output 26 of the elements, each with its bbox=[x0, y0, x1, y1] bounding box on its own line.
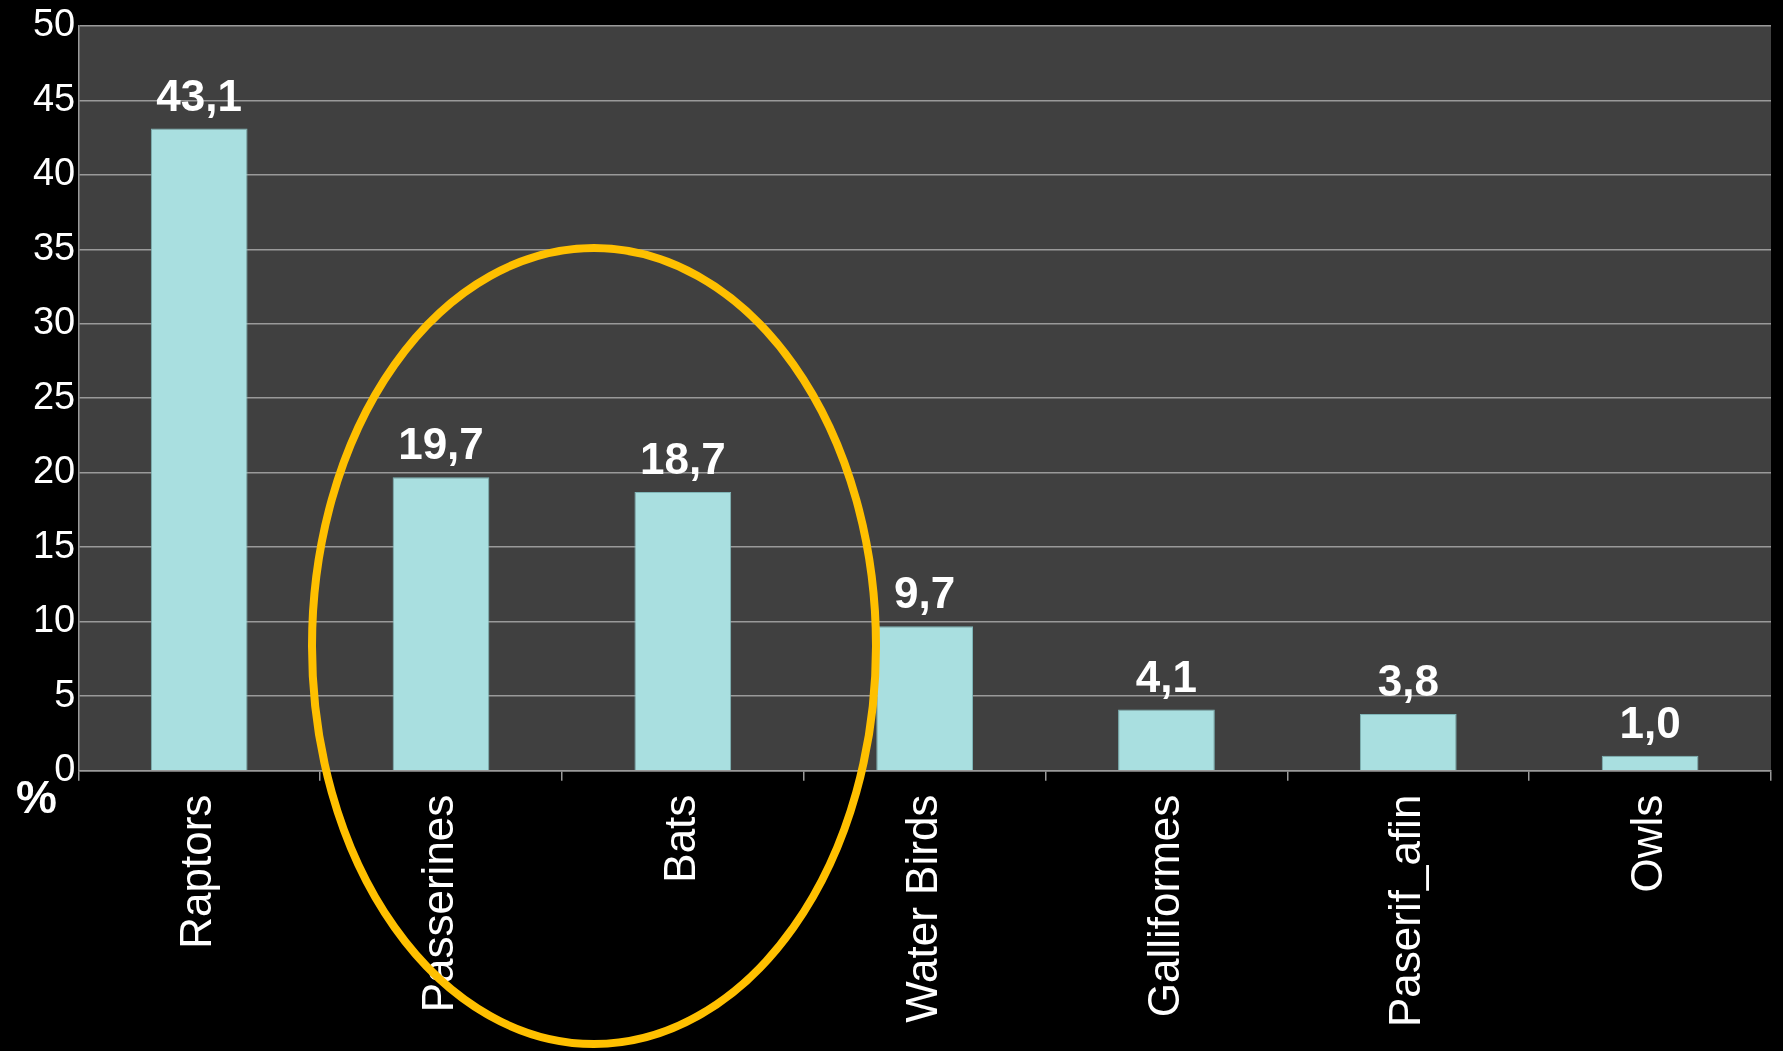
y-axis-title: % bbox=[16, 771, 57, 824]
y-tick-label: 40 bbox=[32, 151, 76, 194]
data-label: 19,7 bbox=[398, 419, 484, 469]
x-tick-label: Water Birds bbox=[896, 794, 946, 1023]
y-tick-label: 0 bbox=[54, 747, 76, 790]
x-tick-label: Passerines bbox=[413, 794, 463, 1013]
data-label: 43,1 bbox=[156, 70, 242, 120]
x-tick-label: Galliformes bbox=[1138, 794, 1188, 1018]
y-tick-label: 50 bbox=[32, 2, 76, 45]
x-tick-label: Bats bbox=[654, 794, 704, 883]
x-tick-label: Owls bbox=[1622, 794, 1672, 893]
data-label: 18,7 bbox=[639, 434, 726, 484]
y-tick-label: 35 bbox=[32, 225, 76, 268]
y-tick-label: 30 bbox=[32, 300, 76, 343]
y-tick-label: 45 bbox=[32, 76, 76, 119]
data-label: 1,0 bbox=[1619, 697, 1681, 747]
y-tick-label: 5 bbox=[54, 672, 76, 715]
x-tick-label: Raptors bbox=[171, 794, 221, 949]
data-label: 3,8 bbox=[1377, 656, 1439, 706]
data-label: 9,7 bbox=[894, 568, 956, 618]
x-tick-label: Paserif_afin bbox=[1380, 794, 1430, 1028]
y-tick-label: 25 bbox=[32, 374, 76, 417]
data-label: 4,1 bbox=[1135, 651, 1198, 701]
y-tick-label: 10 bbox=[32, 598, 76, 641]
y-tick-label: 15 bbox=[32, 523, 76, 566]
y-tick-label: 20 bbox=[32, 449, 76, 492]
